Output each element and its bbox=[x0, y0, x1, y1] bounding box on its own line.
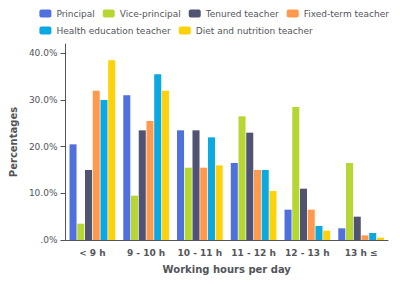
svg-text:.0%: .0% bbox=[40, 235, 58, 245]
svg-text:40.0%: 40.0% bbox=[29, 48, 58, 58]
svg-text:9 - 10 h: 9 - 10 h bbox=[127, 248, 165, 258]
svg-text:Working hours per day: Working hours per day bbox=[163, 264, 292, 275]
svg-text:Tenured teacher: Tenured teacher bbox=[205, 9, 279, 19]
svg-text:13 h ≤: 13 h ≤ bbox=[345, 248, 378, 258]
svg-text:11 - 12 h: 11 - 12 h bbox=[231, 248, 276, 258]
svg-text:Health education teacher: Health education teacher bbox=[56, 26, 171, 36]
svg-text:Diet and nutrition teacher: Diet and nutrition teacher bbox=[196, 26, 313, 36]
svg-text:30.0%: 30.0% bbox=[29, 95, 58, 105]
svg-text:Vice-principal: Vice-principal bbox=[120, 9, 181, 19]
svg-text:Principal: Principal bbox=[56, 9, 94, 19]
svg-text:10 - 11 h: 10 - 11 h bbox=[178, 248, 223, 258]
svg-text:12 - 13 h: 12 - 13 h bbox=[285, 248, 330, 258]
svg-text:< 9 h: < 9 h bbox=[79, 248, 105, 258]
svg-text:20.0%: 20.0% bbox=[29, 142, 58, 152]
svg-text:Percentages: Percentages bbox=[8, 107, 19, 177]
svg-text:10.0%: 10.0% bbox=[29, 188, 58, 198]
svg-text:Fixed-term teacher: Fixed-term teacher bbox=[304, 9, 390, 19]
